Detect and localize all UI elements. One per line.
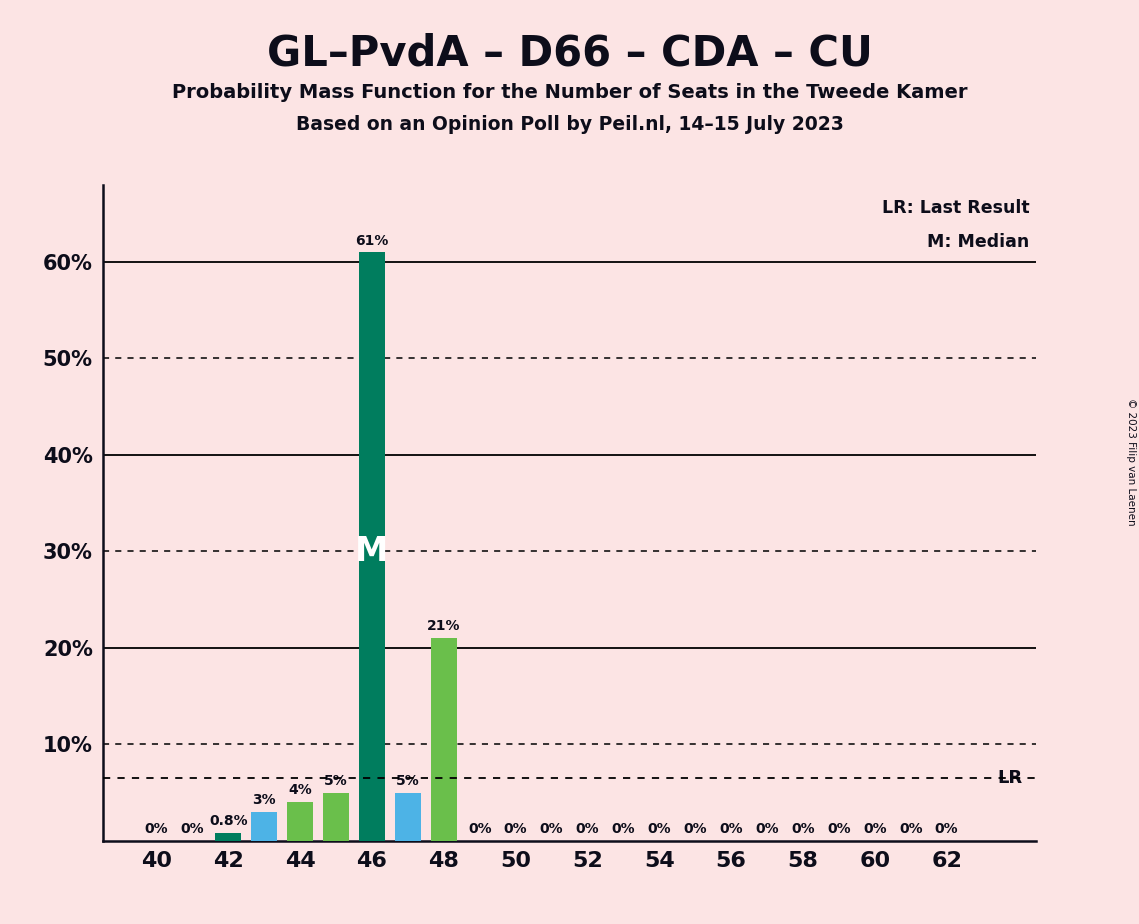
Bar (287, 802, 313, 841)
Bar (431, 638, 457, 841)
Text: 5%: 5% (396, 773, 420, 788)
Text: LR: LR (997, 769, 1022, 787)
Text: M: Median: M: Median (927, 233, 1030, 251)
Text: 0%: 0% (683, 822, 707, 836)
Text: GL–PvdA – D66 – CDA – CU: GL–PvdA – D66 – CDA – CU (267, 32, 872, 74)
Text: 4%: 4% (288, 784, 312, 797)
Text: 0%: 0% (468, 822, 492, 836)
Bar (395, 793, 420, 841)
Text: M: M (355, 535, 388, 568)
Bar (359, 252, 385, 841)
Text: 5%: 5% (325, 773, 347, 788)
Text: 3%: 3% (253, 793, 276, 807)
Text: Based on an Opinion Poll by Peil.nl, 14–15 July 2023: Based on an Opinion Poll by Peil.nl, 14–… (295, 116, 844, 135)
Text: 0%: 0% (827, 822, 851, 836)
Text: 0%: 0% (575, 822, 599, 836)
Text: LR: Last Result: LR: Last Result (882, 200, 1030, 217)
Bar (215, 833, 241, 841)
Text: 21%: 21% (427, 619, 460, 634)
Text: 0%: 0% (647, 822, 671, 836)
Text: 61%: 61% (355, 234, 388, 248)
Text: © 2023 Filip van Laenen: © 2023 Filip van Laenen (1126, 398, 1136, 526)
Text: Probability Mass Function for the Number of Seats in the Tweede Kamer: Probability Mass Function for the Number… (172, 83, 967, 103)
Text: 0%: 0% (180, 822, 204, 836)
Text: 0%: 0% (503, 822, 527, 836)
Text: 0%: 0% (755, 822, 779, 836)
Text: 0%: 0% (540, 822, 564, 836)
Text: 0%: 0% (720, 822, 743, 836)
Bar (323, 793, 349, 841)
Text: 0%: 0% (899, 822, 923, 836)
Text: 0%: 0% (792, 822, 814, 836)
Bar (252, 812, 277, 841)
Text: 0%: 0% (863, 822, 886, 836)
Text: 0%: 0% (612, 822, 636, 836)
Text: 0.8%: 0.8% (208, 814, 247, 828)
Text: 0%: 0% (145, 822, 169, 836)
Text: 0%: 0% (935, 822, 959, 836)
